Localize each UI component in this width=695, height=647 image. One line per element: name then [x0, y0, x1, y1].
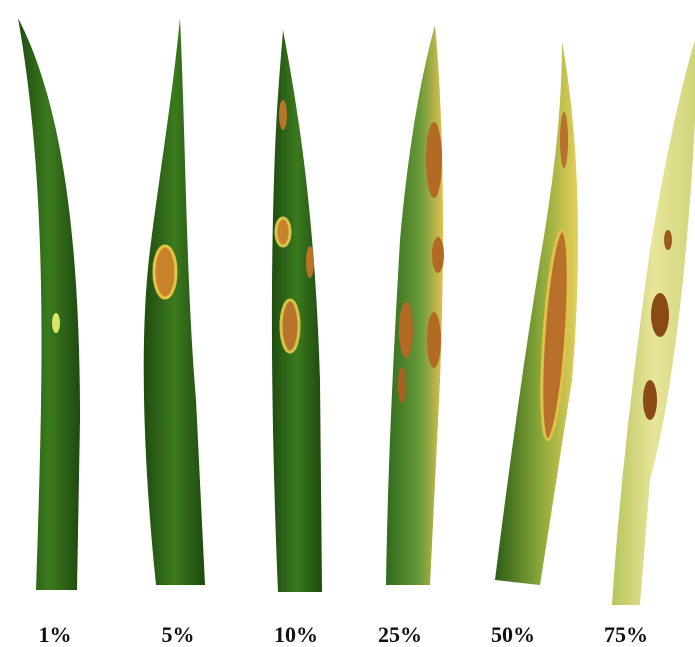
severity-label: 10% — [274, 622, 318, 647]
lesion — [399, 302, 413, 358]
lesion — [426, 122, 442, 198]
lesion — [651, 293, 669, 337]
severity-label: 1% — [39, 622, 72, 647]
severity-label: 25% — [378, 622, 422, 647]
lesion — [52, 313, 60, 333]
leaf-1 — [18, 18, 80, 590]
leaf-4 — [386, 25, 443, 585]
leaves — [18, 18, 695, 605]
lesion — [560, 112, 568, 168]
lesion — [279, 100, 287, 130]
lesion — [643, 380, 657, 420]
lesion — [306, 246, 314, 278]
leaf-2 — [143, 18, 205, 585]
lesion — [427, 312, 441, 368]
leaf-5 — [495, 42, 578, 585]
severity-label: 50% — [491, 622, 535, 647]
lesion — [152, 244, 178, 300]
lesion — [274, 216, 292, 248]
lesion — [664, 230, 672, 250]
lesion — [432, 237, 444, 273]
severity-label: 75% — [604, 622, 648, 647]
lesion — [279, 298, 301, 354]
lesion — [398, 367, 406, 403]
severity-label: 5% — [162, 622, 195, 647]
lesion — [540, 228, 570, 442]
labels: 1% 5% 10% 25% 50% 75% — [39, 622, 649, 647]
